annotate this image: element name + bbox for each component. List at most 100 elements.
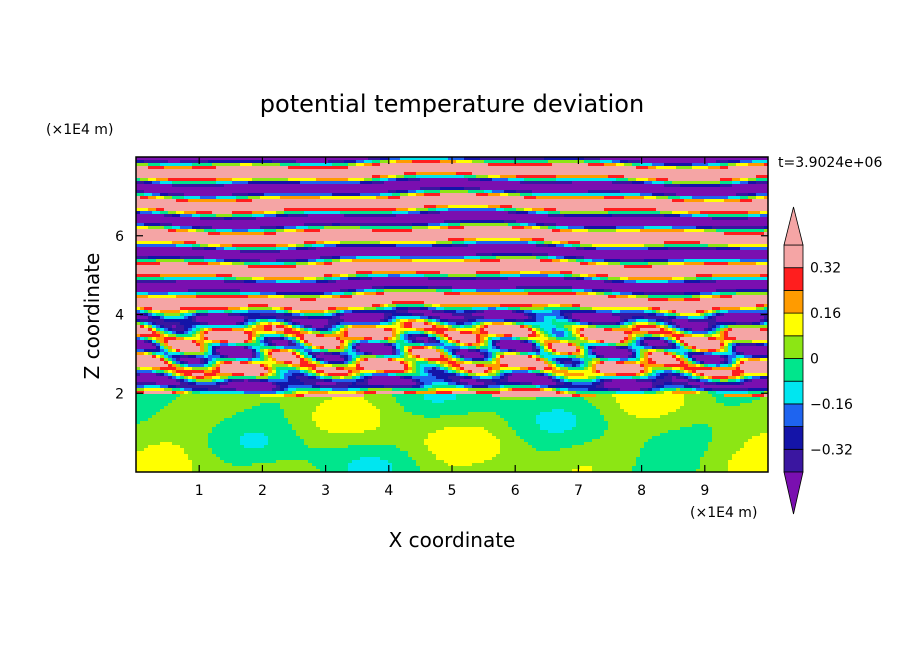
field-cell [512,349,516,353]
field-cell [248,325,252,329]
field-cell [304,346,308,350]
field-cell [284,211,304,215]
field-cell [728,361,732,365]
field-cell [356,274,368,278]
field-cell [616,322,620,326]
field-cell [220,385,276,389]
field-cell [380,421,508,425]
field-cell [328,307,336,311]
field-cell [476,364,484,368]
field-cell [628,358,636,362]
field-cell [760,319,764,323]
field-cell [616,346,620,350]
field-cell [672,355,676,359]
field-cell [672,373,680,377]
field-cell [404,364,408,368]
field-cell [412,160,440,164]
field-cell [728,463,768,467]
field-cell [516,220,768,224]
field-cell [256,217,712,221]
field-cell [728,466,768,470]
field-cell [692,163,708,167]
field-cell [540,346,544,350]
field-cell [548,304,560,308]
field-cell [368,274,388,278]
field-cell [148,196,156,200]
field-cell [624,331,632,335]
field-cell [628,355,632,359]
field-cell [368,379,412,383]
field-cell [248,316,276,320]
field-cell [136,250,240,254]
field-cell [492,337,500,341]
field-cell [636,322,648,326]
field-cell [700,298,768,302]
field-cell [412,379,416,383]
field-cell [344,331,348,335]
field-cell [464,322,472,326]
field-cell [644,367,648,371]
y-unit-label: (×1E4 m) [46,122,113,138]
field-cell [164,361,168,365]
field-cell [708,313,712,317]
field-cell [704,451,736,455]
field-cell [548,256,556,260]
field-cell [500,370,504,374]
field-cell [732,370,744,374]
field-cell [416,391,436,395]
field-cell [436,319,440,323]
field-cell [476,328,480,332]
field-cell [364,397,396,401]
field-cell [272,364,288,368]
field-cell [516,352,520,356]
field-cell [748,193,756,197]
field-cell [272,382,276,386]
field-cell [332,262,580,266]
field-cell [456,328,476,332]
field-cell [692,331,708,335]
field-cell [680,388,692,392]
field-cell [536,313,560,317]
field-cell [136,367,140,371]
field-cell [388,358,392,362]
field-cell [136,418,148,422]
field-cell [416,364,420,368]
field-cell [540,424,576,428]
field-cell [556,223,768,227]
field-cell [580,394,596,398]
field-cell [148,340,152,344]
field-cell [672,328,676,332]
field-cell [532,346,536,350]
field-cell [256,349,260,353]
field-cell [664,388,676,392]
field-cell [728,244,768,248]
field-cell [264,229,276,233]
field-cell [136,322,140,326]
field-cell [608,424,692,428]
field-cell [736,349,768,353]
field-cell [296,433,428,437]
field-cell [204,358,208,362]
field-cell [284,295,320,299]
field-cell [572,469,592,472]
field-cell [672,337,676,341]
field-cell [212,226,260,230]
field-cell [496,256,536,260]
field-cell [516,430,548,434]
field-cell [268,370,272,374]
field-cell [380,457,412,461]
field-cell [652,373,656,377]
field-cell [324,292,332,296]
field-cell [540,331,544,335]
field-cell [620,319,624,323]
field-cell [508,277,564,281]
field-cell [528,316,532,320]
field-cell [536,244,548,248]
field-cell [548,349,552,353]
field-cell [468,190,484,194]
field-cell [568,376,588,380]
field-cell [716,331,720,335]
field-cell [652,310,656,314]
field-cell [244,379,248,383]
field-cell [376,406,404,410]
